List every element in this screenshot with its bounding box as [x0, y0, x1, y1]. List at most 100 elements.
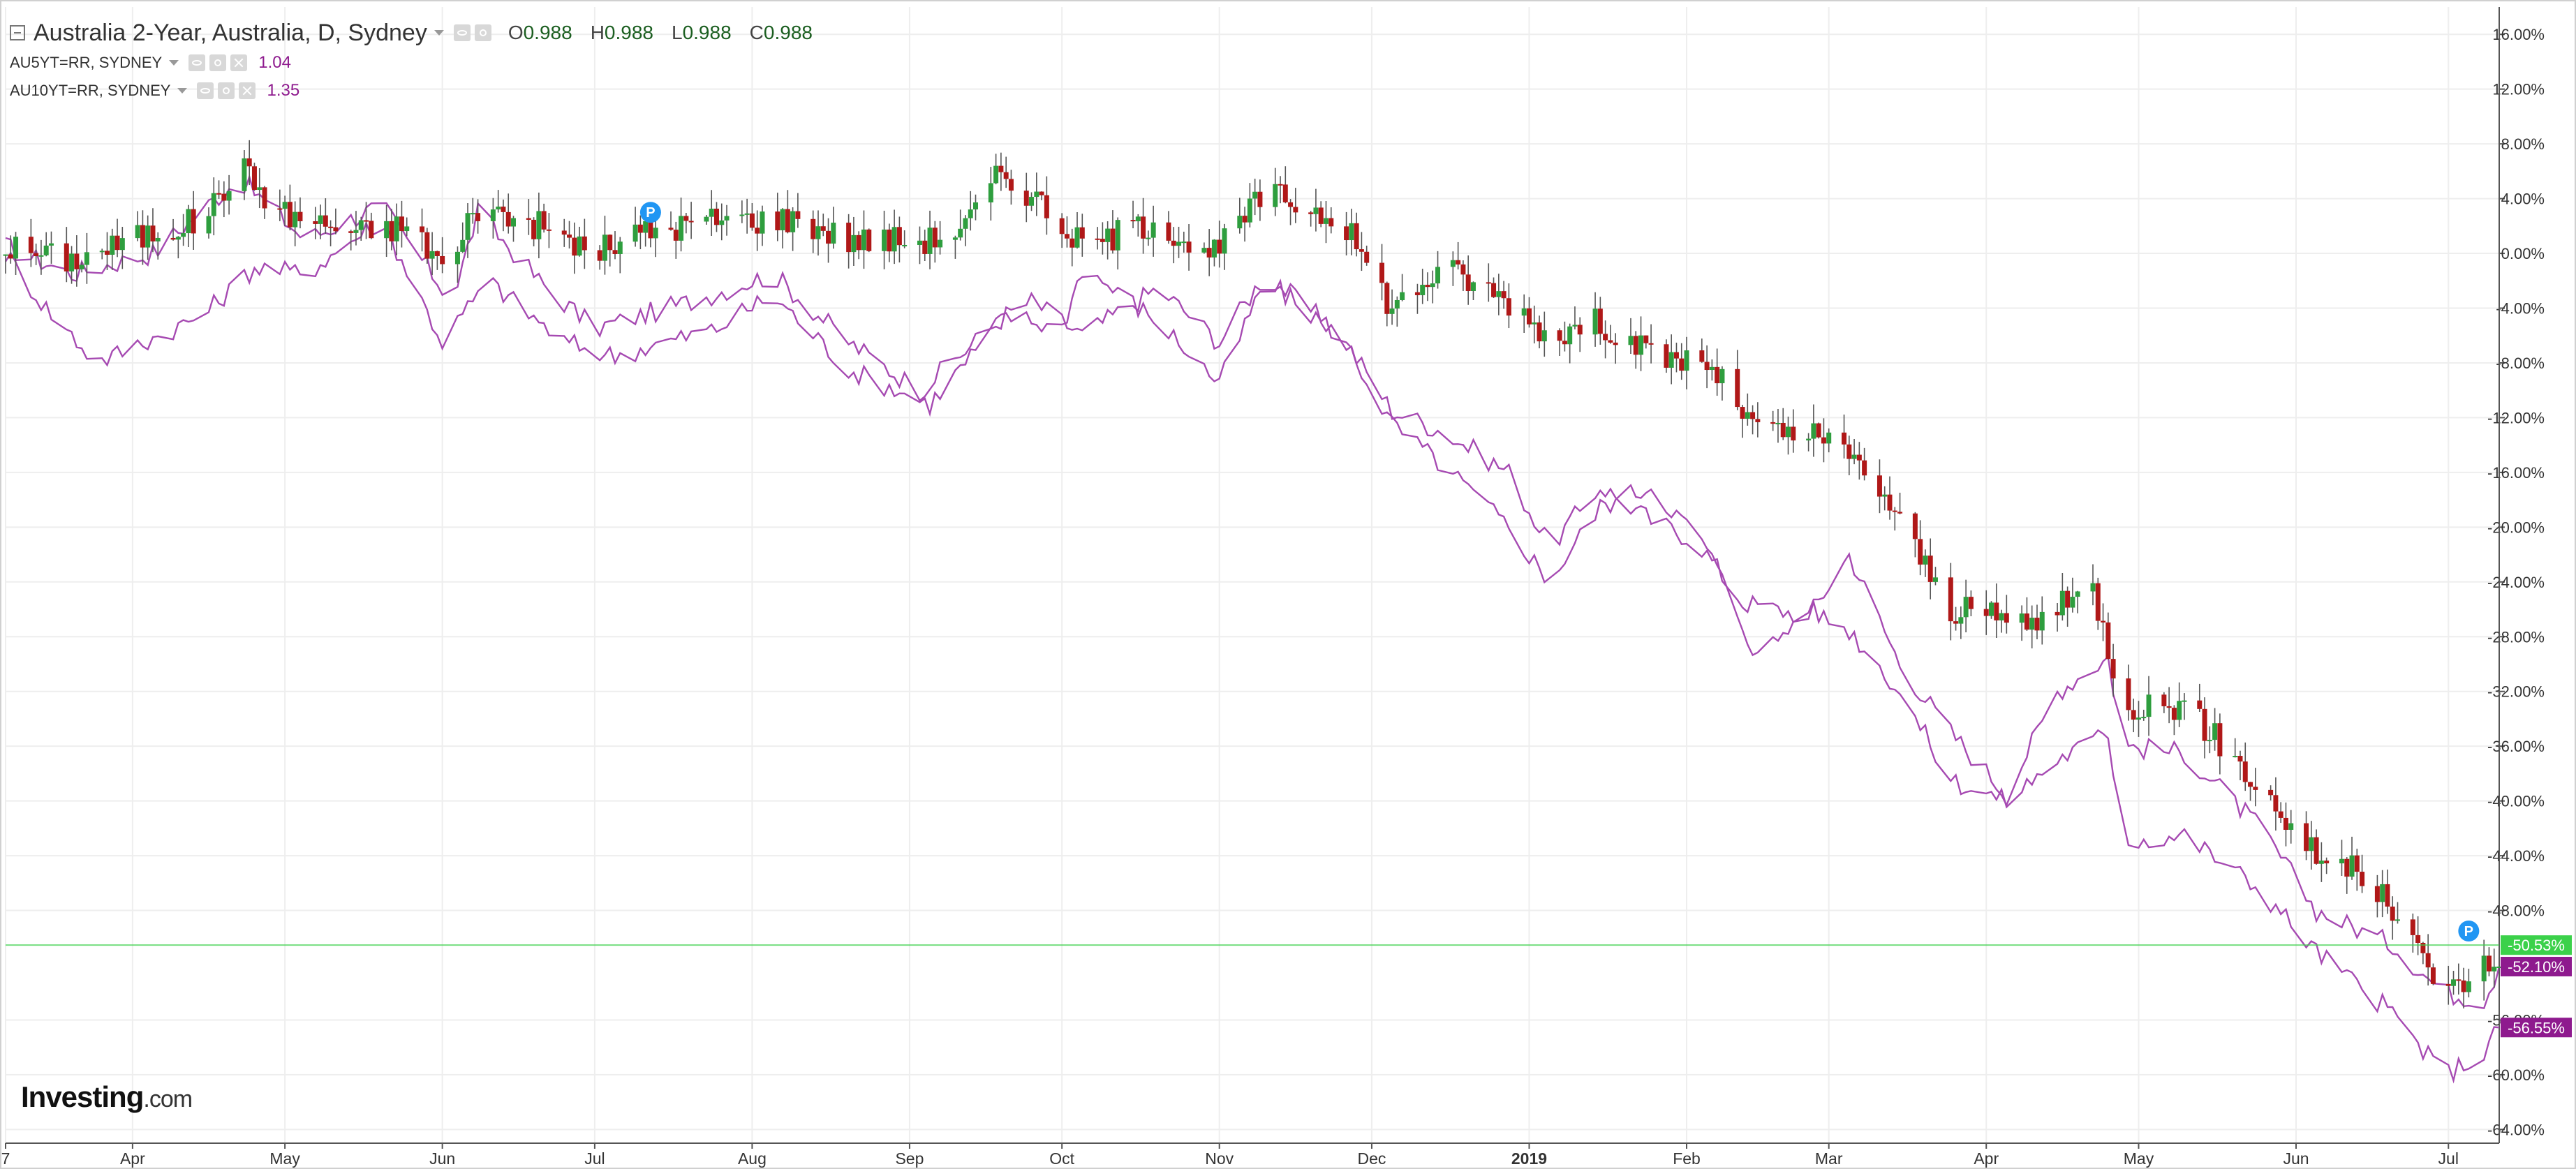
chevron-down-icon[interactable] — [169, 60, 179, 66]
y-tick-label: 12.00% — [2492, 81, 2545, 98]
candle-body — [1379, 262, 1385, 283]
candle-body — [1750, 412, 1756, 419]
candle-body — [1293, 207, 1298, 213]
candle-body — [993, 165, 999, 184]
candle-body — [1912, 513, 1918, 539]
candle-body — [150, 225, 156, 241]
candle-body — [2242, 761, 2248, 782]
candle-body — [1115, 220, 1120, 251]
candle-body — [313, 221, 318, 224]
candle-body — [170, 237, 176, 240]
close-icon[interactable] — [230, 54, 248, 71]
candle-body — [34, 253, 39, 257]
candle-body — [1344, 226, 1349, 241]
candle-body — [612, 250, 618, 254]
visibility-icon[interactable] — [453, 24, 471, 41]
candle-body — [1948, 577, 1953, 622]
candle-body — [2075, 591, 2080, 597]
candle-body — [79, 265, 84, 269]
candle-body — [1755, 419, 1761, 422]
candle-body — [1430, 283, 1435, 288]
candle-body — [1278, 184, 1283, 186]
series-label-au10yt[interactable]: AU10YT=RR, SYDNEY — [10, 82, 171, 99]
y-tick-label: -44.00% — [2487, 847, 2545, 865]
candle-body — [1252, 191, 1258, 199]
candle-body — [1999, 613, 2004, 620]
series-label-au5yt[interactable]: AU5YT=RR, SYDNEY — [10, 54, 163, 71]
candle-body — [1359, 249, 1364, 252]
event-marker-icon[interactable] — [639, 202, 661, 223]
candle-body — [1389, 308, 1395, 314]
candle-body — [2065, 590, 2071, 608]
candle-body — [673, 230, 679, 241]
main-series-title[interactable]: Australia 2-Year, Australia, D, Sydney — [34, 19, 427, 46]
visibility-icon[interactable] — [188, 54, 206, 71]
candle-body — [1039, 191, 1044, 195]
x-tick-label: Mar — [1815, 1149, 1843, 1168]
candle-body — [1633, 336, 1638, 355]
candle-body — [490, 209, 496, 221]
candle-body — [48, 243, 54, 246]
candle-body — [1176, 241, 1182, 246]
x-tick-label: May — [269, 1149, 300, 1168]
y-tick-label: -20.00% — [2487, 519, 2545, 536]
candle-body — [1308, 212, 1314, 214]
candle-body — [394, 216, 399, 241]
candle-body — [1521, 308, 1527, 316]
candle-body — [1217, 239, 1222, 254]
candle-body — [2055, 611, 2060, 616]
candle-body — [1715, 366, 1720, 384]
ohlc-high: H0.988 — [590, 22, 653, 43]
candle-body — [1882, 494, 1888, 497]
y-tick-label: -64.00% — [2487, 1121, 2545, 1138]
y-tick-label: -4.00% — [2496, 300, 2545, 318]
candle-body — [1414, 292, 1420, 295]
settings-gear-icon[interactable] — [474, 24, 491, 41]
candle-body — [119, 238, 125, 251]
candle-body — [1435, 267, 1441, 284]
candle-body — [1826, 432, 1832, 444]
y-tick-label: -32.00% — [2487, 683, 2545, 701]
candle-body — [1349, 223, 1354, 241]
chevron-down-icon[interactable] — [177, 88, 188, 94]
candle-body — [922, 240, 928, 254]
candle-body — [1166, 222, 1171, 241]
candle-body — [1150, 222, 1156, 238]
legend-main-row: Australia 2-Year, Australia, D, Sydney O… — [10, 17, 831, 49]
candle-body — [384, 221, 390, 239]
candle-body — [221, 193, 227, 201]
collapse-icon[interactable] — [10, 25, 25, 40]
candle-body — [399, 216, 404, 232]
candle-body — [704, 216, 709, 222]
candle-body — [1186, 241, 1192, 253]
x-tick-label: Apr — [120, 1149, 145, 1168]
settings-gear-icon[interactable] — [218, 82, 235, 99]
candle-body — [2374, 886, 2380, 902]
visibility-icon[interactable] — [197, 82, 214, 99]
candle-body — [1242, 216, 1248, 223]
candle-body — [328, 226, 334, 228]
candle-body — [1282, 184, 1288, 202]
candle-body — [2177, 701, 2182, 720]
candle-body — [216, 193, 222, 195]
legend-series-au5yt: AU5YT=RR, SYDNEY 1.04 — [10, 49, 831, 77]
candle-body — [1597, 308, 1603, 334]
candle-body — [2395, 919, 2401, 921]
candle-body — [927, 228, 933, 254]
series-line-au10yt — [4, 221, 2500, 1084]
chevron-down-icon[interactable] — [434, 30, 444, 36]
candle-body — [887, 229, 892, 252]
candle-body — [582, 236, 587, 251]
candle-body — [755, 228, 760, 234]
candle-body — [1567, 326, 1573, 345]
x-tick-label: Oct — [1049, 1149, 1074, 1168]
candle-body — [1318, 207, 1324, 224]
candle-body — [815, 226, 821, 239]
event-marker-icon[interactable] — [2458, 920, 2480, 941]
candle-body — [257, 187, 262, 191]
settings-gear-icon[interactable] — [209, 54, 227, 71]
x-tick-label: Jun — [2283, 1149, 2309, 1168]
close-icon[interactable] — [239, 82, 256, 99]
